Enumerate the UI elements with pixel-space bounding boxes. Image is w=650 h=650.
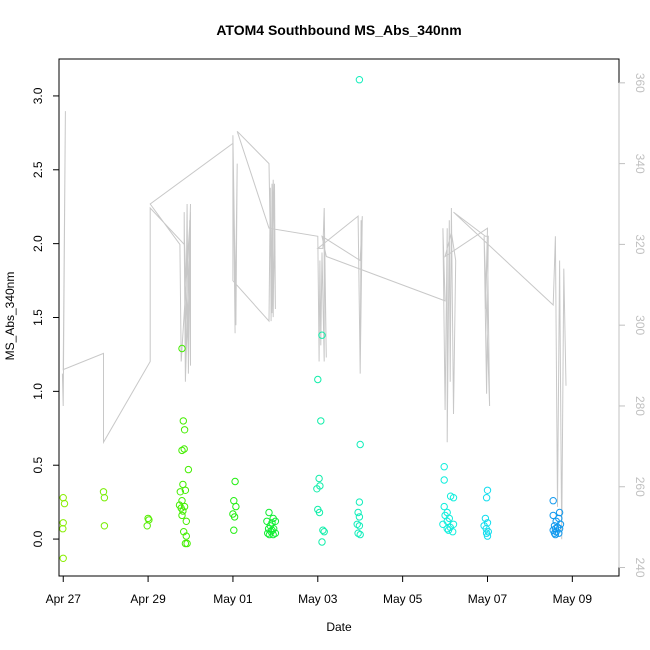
data-point — [184, 465, 193, 474]
x-tick-label: May 09 — [553, 592, 593, 606]
x-tick-label: Apr 29 — [130, 592, 166, 606]
data-point — [355, 513, 364, 521]
y-tick-label: 1.0 — [31, 383, 45, 400]
data-point — [179, 417, 188, 425]
secondary-line-layer — [61, 111, 567, 540]
chart-title: ATOM4 Southbound MS_Abs_340nm — [216, 22, 461, 38]
data-point — [179, 507, 187, 515]
points-layer — [59, 76, 565, 562]
x-tick-label: May 01 — [213, 592, 253, 606]
data-point — [320, 528, 328, 536]
data-point — [440, 476, 448, 484]
data-point — [481, 514, 490, 523]
data-point — [482, 529, 491, 537]
data-point — [443, 525, 451, 533]
data-point — [231, 477, 239, 486]
data-point — [483, 532, 492, 540]
data-point — [355, 498, 364, 506]
x-tick-label: May 05 — [383, 592, 423, 606]
data-point — [176, 488, 185, 496]
data-point — [356, 440, 364, 449]
data-point — [446, 492, 455, 500]
data-point — [555, 529, 563, 537]
x-axis: Apr 27 Apr 29 May 01 May 03 May 05 May 07 May … — [46, 575, 593, 606]
data-point — [182, 517, 191, 525]
data-point — [59, 525, 67, 533]
data-point — [440, 502, 448, 511]
data-point — [354, 529, 362, 537]
y2-tick-label: 240 — [633, 558, 647, 578]
data-point — [353, 520, 361, 528]
data-point — [449, 528, 457, 536]
y-tick-label: 2.0 — [31, 235, 45, 252]
data-point — [271, 517, 280, 525]
data-point — [178, 497, 186, 505]
data-point — [550, 529, 559, 537]
data-point — [354, 508, 362, 517]
data-point — [315, 474, 323, 483]
data-point — [439, 520, 447, 528]
data-point — [549, 497, 557, 505]
y-tick-label: 1.5 — [31, 309, 45, 326]
data-point — [319, 526, 327, 534]
data-point — [268, 526, 276, 534]
x-tick-label: May 07 — [468, 592, 508, 606]
data-point — [440, 463, 448, 471]
y-axis: 0.0 0.5 1.0 1.5 2.0 2.5 3.0 — [31, 87, 60, 547]
y-tick-label: 2.5 — [31, 161, 45, 178]
y2-tick-label: 260 — [633, 477, 647, 497]
data-point — [317, 417, 325, 425]
y2-tick-label: 340 — [633, 154, 647, 174]
x-tick-label: May 03 — [298, 592, 338, 606]
data-point — [180, 445, 188, 453]
data-point — [355, 522, 364, 530]
data-point — [551, 530, 560, 539]
y-tick-label: 0.5 — [31, 457, 45, 474]
y-tick-label: 0.0 — [31, 530, 45, 547]
data-point — [230, 513, 239, 521]
data-point — [232, 502, 240, 511]
data-point — [178, 511, 186, 520]
data-point — [318, 331, 326, 339]
data-point — [316, 482, 324, 490]
x-tick-label: Apr 27 — [46, 592, 82, 606]
data-point — [315, 508, 324, 517]
y2-tick-label: 360 — [633, 73, 647, 93]
data-point — [269, 530, 277, 539]
data-point — [180, 502, 189, 511]
data-point — [181, 486, 190, 494]
data-point — [484, 528, 492, 536]
data-point — [356, 530, 364, 539]
y2-tick-label: 280 — [633, 396, 647, 416]
x-axis-label: Date — [326, 620, 352, 634]
data-point — [100, 494, 109, 502]
y2-tick-label: 300 — [633, 315, 647, 335]
data-point — [60, 499, 69, 508]
data-point — [143, 522, 151, 530]
data-point — [59, 554, 67, 562]
data-point — [178, 344, 186, 353]
data-point — [355, 76, 364, 84]
data-point — [265, 508, 273, 517]
data-point — [182, 532, 191, 540]
data-point — [549, 511, 557, 520]
data-point — [178, 446, 186, 455]
data-point — [314, 375, 322, 384]
data-point — [482, 494, 491, 502]
data-point — [483, 486, 492, 494]
data-point — [230, 526, 238, 534]
data-point — [318, 538, 326, 546]
y-axis-right: 240 260 280 300 320 340 360 — [618, 73, 647, 578]
data-point — [444, 526, 453, 534]
secondary-series-line — [61, 111, 567, 540]
y-axis-label: MS_Abs_340nm — [3, 272, 17, 361]
data-point — [180, 426, 189, 434]
data-point — [100, 522, 109, 530]
data-point — [183, 539, 191, 548]
y2-tick-label: 320 — [633, 234, 647, 254]
y-tick-label: 3.0 — [31, 87, 45, 104]
